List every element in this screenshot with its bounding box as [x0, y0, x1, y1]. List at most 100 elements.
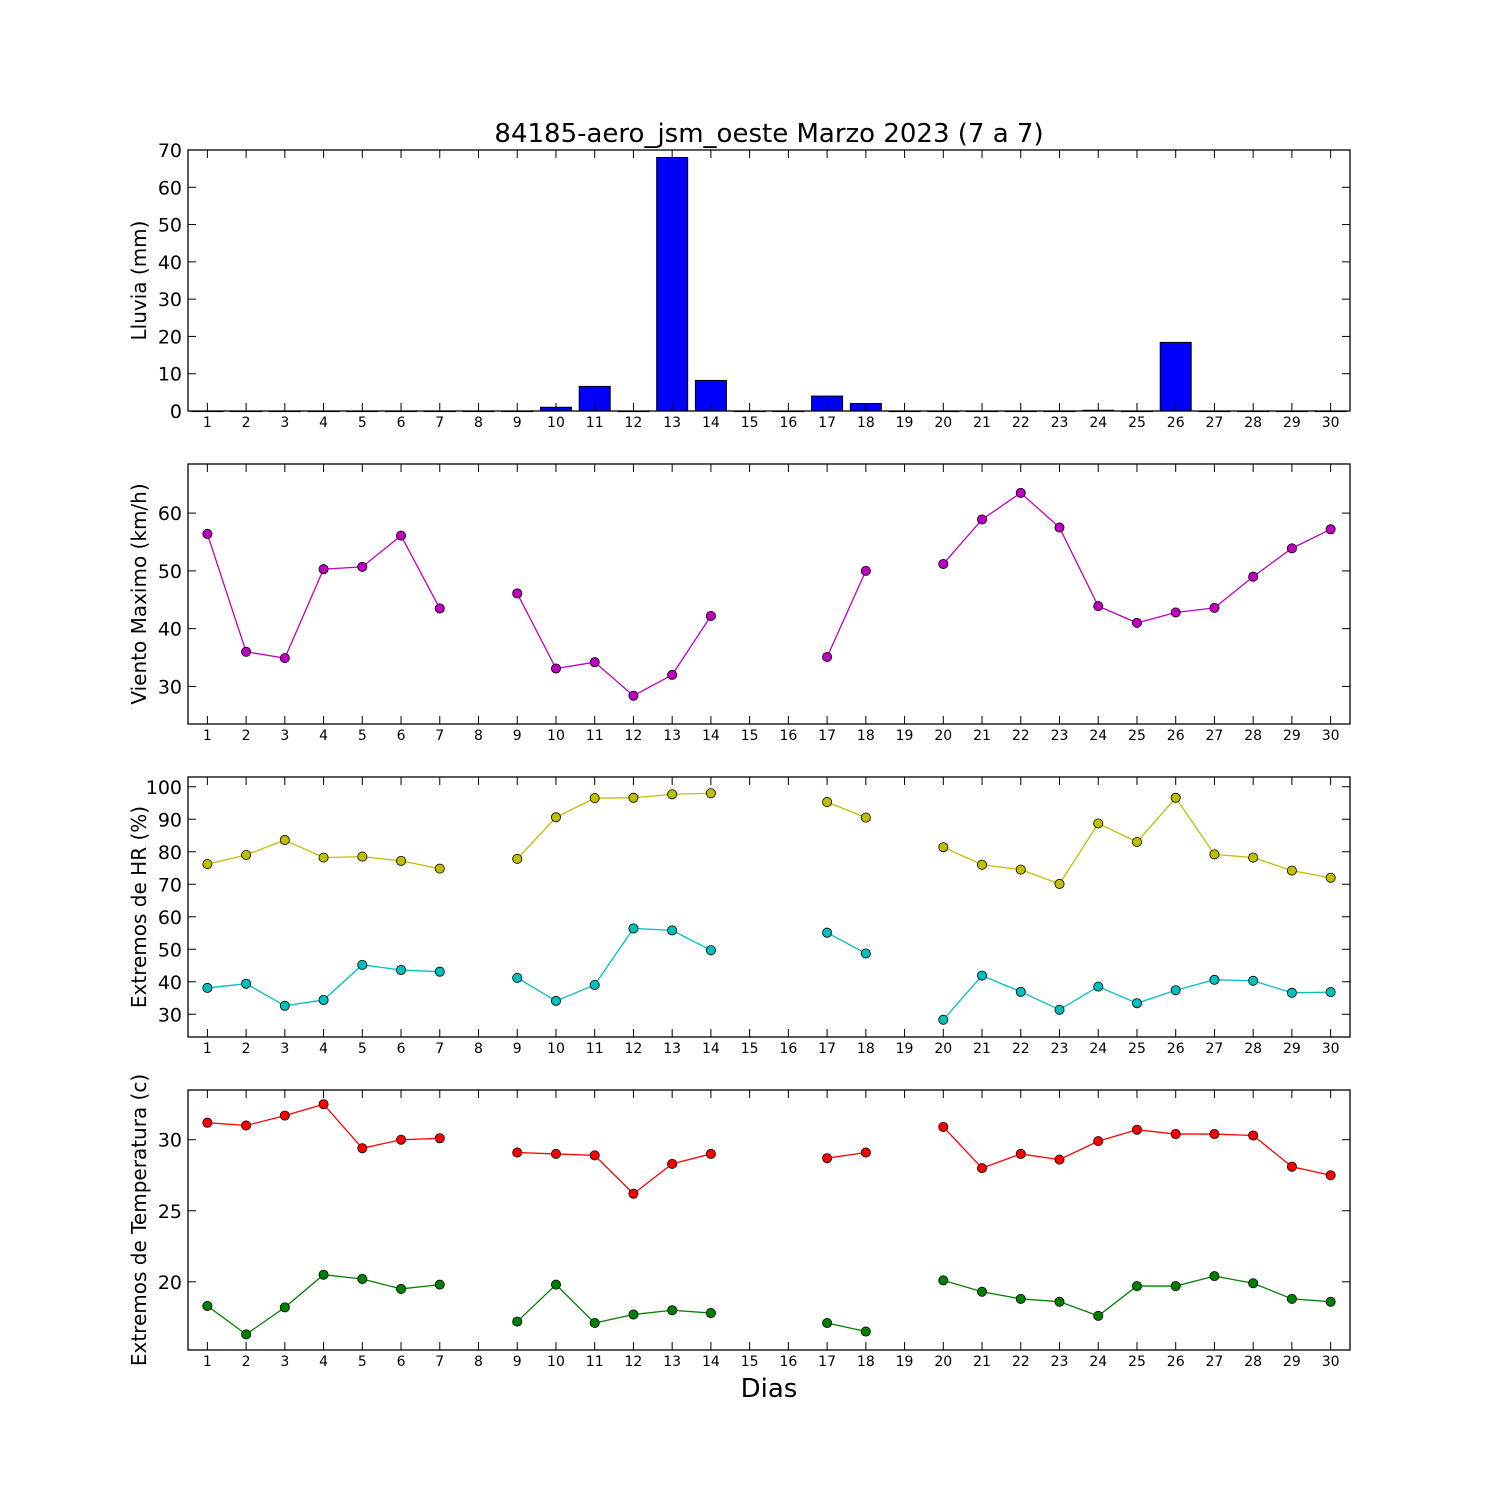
data-point-3-2-day-25 — [1131, 998, 1142, 1009]
x-tick-label: 15 — [741, 728, 759, 744]
x-tick-label: 15 — [741, 1041, 759, 1057]
x-tick-label: 5 — [358, 415, 367, 431]
data-point-3-2-day-12 — [628, 923, 639, 934]
data-point-4-1-day-9 — [512, 1147, 523, 1158]
data-point-3-1-day-22 — [1015, 864, 1026, 875]
x-tick-label: 26 — [1167, 1041, 1185, 1057]
series-line-4-2 — [206, 1274, 440, 1336]
data-point-3-1-day-6 — [396, 855, 407, 866]
data-point-2-1-day-12 — [628, 690, 639, 701]
data-point-2-1-day-14 — [705, 610, 716, 621]
x-tick-label: 8 — [474, 1354, 483, 1370]
x-tick-label: 12 — [625, 728, 643, 744]
x-tick-label: 4 — [319, 1041, 328, 1057]
series-line-4-1 — [827, 1151, 866, 1159]
x-tick-label: 15 — [741, 415, 759, 431]
data-point-3-1-day-4 — [318, 852, 329, 863]
x-tick-label: 13 — [663, 728, 681, 744]
x-tick-label: 7 — [435, 415, 444, 431]
x-tick-label: 20 — [934, 415, 952, 431]
data-point-4-1-day-24 — [1093, 1136, 1104, 1147]
data-point-3-1-day-29 — [1286, 865, 1297, 876]
data-point-3-1-day-7 — [434, 863, 445, 874]
x-tick-label: 28 — [1244, 415, 1262, 431]
x-tick-label: 16 — [779, 1354, 797, 1370]
data-point-4-2-day-6 — [396, 1283, 407, 1294]
data-point-2-1-day-9 — [512, 588, 523, 599]
data-point-3-2-day-9 — [512, 972, 523, 983]
data-point-2-1-day-30 — [1325, 524, 1336, 535]
x-tick-label: 7 — [435, 1354, 444, 1370]
x-tick-label: 24 — [1089, 1354, 1107, 1370]
data-point-3-1-day-18 — [860, 812, 871, 823]
data-point-4-2-day-22 — [1015, 1293, 1026, 1304]
x-tick-label: 5 — [358, 1354, 367, 1370]
x-tick-label: 17 — [818, 415, 836, 431]
y-tick-label: 90 — [158, 809, 182, 831]
data-point-2-1-day-7 — [434, 603, 445, 614]
x-tick-label: 17 — [818, 1354, 836, 1370]
x-tick-label: 26 — [1167, 1354, 1185, 1370]
x-tick-label: 30 — [1322, 415, 1340, 431]
x-tick-label: 10 — [547, 1354, 565, 1370]
data-point-3-2-day-26 — [1170, 985, 1181, 996]
x-tick-label: 9 — [513, 1354, 522, 1370]
y-tick-label: 40 — [158, 619, 182, 641]
data-point-3-1-day-3 — [279, 835, 290, 846]
data-point-3-2-day-18 — [860, 948, 871, 959]
x-tick-label: 9 — [513, 728, 522, 744]
data-point-4-2-day-26 — [1170, 1281, 1181, 1292]
data-point-3-2-day-2 — [241, 978, 252, 989]
series-line-3-2 — [942, 974, 1331, 1021]
data-point-4-1-day-26 — [1170, 1129, 1181, 1140]
data-point-2-1-day-25 — [1131, 617, 1142, 628]
y-tick-label: 30 — [158, 289, 182, 311]
x-tick-label: 11 — [586, 1041, 604, 1057]
x-tick-label: 3 — [280, 1041, 289, 1057]
data-point-4-1-day-13 — [667, 1158, 678, 1169]
data-point-4-1-day-14 — [705, 1148, 716, 1159]
data-point-4-2-day-7 — [434, 1279, 445, 1290]
x-tick-label: 29 — [1283, 728, 1301, 744]
data-point-3-2-day-3 — [279, 1000, 290, 1011]
x-tick-label: 14 — [702, 1354, 720, 1370]
x-tick-label: 13 — [663, 415, 681, 431]
series-line-2-1 — [826, 570, 867, 658]
y-tick-label: 40 — [158, 252, 182, 274]
x-tick-label: 18 — [857, 1041, 875, 1057]
data-point-4-1-day-29 — [1286, 1161, 1297, 1172]
x-tick-label: 29 — [1283, 1354, 1301, 1370]
data-point-3-1-day-23 — [1054, 878, 1065, 889]
x-tick-label: 3 — [280, 728, 289, 744]
x-tick-label: 5 — [358, 728, 367, 744]
data-point-3-1-day-11 — [589, 793, 600, 804]
data-point-4-2-day-23 — [1054, 1296, 1065, 1307]
series-line-3-1 — [826, 801, 867, 819]
y-tick-label: 100 — [146, 777, 182, 799]
x-tick-label: 12 — [625, 1354, 643, 1370]
y-tick-label: 25 — [158, 1201, 182, 1223]
x-tick-label: 14 — [702, 728, 720, 744]
data-point-3-2-day-7 — [434, 966, 445, 977]
data-point-2-1-day-26 — [1170, 607, 1181, 618]
x-tick-label: 18 — [857, 1354, 875, 1370]
x-tick-label: 16 — [779, 1041, 797, 1057]
data-point-4-2-day-14 — [705, 1308, 716, 1319]
data-point-4-1-day-27 — [1209, 1129, 1220, 1140]
data-point-2-1-day-2 — [241, 646, 252, 657]
data-point-2-1-day-20 — [938, 558, 949, 569]
data-point-3-2-day-22 — [1015, 986, 1026, 997]
y-tick-label: 40 — [158, 972, 182, 994]
x-tick-label: 22 — [1012, 1354, 1030, 1370]
data-point-4-2-day-13 — [667, 1305, 678, 1316]
data-point-3-2-day-5 — [357, 959, 368, 970]
x-tick-label: 26 — [1167, 415, 1185, 431]
x-tick-label: 27 — [1206, 1041, 1224, 1057]
data-point-3-1-day-28 — [1248, 852, 1259, 863]
series-line-3-2 — [516, 927, 712, 1002]
data-point-2-1-day-21 — [977, 514, 988, 525]
data-point-2-1-day-13 — [667, 669, 678, 680]
x-tick-label: 21 — [973, 1041, 991, 1057]
x-tick-label: 21 — [973, 1354, 991, 1370]
data-point-4-1-day-25 — [1131, 1124, 1142, 1135]
